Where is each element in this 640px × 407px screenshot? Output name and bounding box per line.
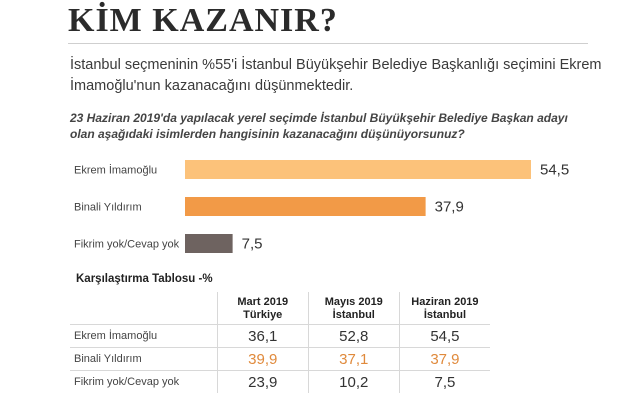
- table-header-row: Mart 2019 Türkiye Mayıs 2019 İstanbul Ha…: [70, 292, 490, 325]
- survey-question: 23 Haziran 2019'da yapılacak yerel seçim…: [70, 111, 568, 141]
- bar: [185, 160, 531, 179]
- column-header-line2: İstanbul: [332, 309, 375, 321]
- comparison-table-title: Karşılaştırma Tablosu -%: [76, 273, 213, 285]
- comparison-table: Mart 2019 Türkiye Mayıs 2019 İstanbul Ha…: [70, 292, 490, 393]
- table-cell: 37,9: [398, 347, 490, 371]
- column-header-line1: Mayıs 2019: [324, 296, 383, 308]
- row-label: Binali Yıldırım: [70, 347, 218, 371]
- title-divider: [68, 43, 588, 44]
- table-cell: 37,1: [307, 347, 400, 371]
- bar-category-label: Ekrem İmamoğlu: [74, 164, 157, 177]
- row-label: Ekrem İmamoğlu: [70, 324, 218, 348]
- bar-category-label: Fikrim yok/Cevap yok: [74, 239, 180, 251]
- lead-paragraph: İstanbul seçmeninin %55'i İstanbul Büyük…: [70, 57, 602, 94]
- bar: [185, 234, 233, 253]
- bar-value-label: 54,5: [540, 162, 569, 179]
- table-cell: 10,2: [307, 370, 400, 393]
- page-title: KİM KAZANIR?: [68, 2, 338, 39]
- column-header-line1: Mart 2019: [237, 296, 289, 308]
- column-header: Mart 2019 Türkiye: [216, 292, 309, 325]
- column-header-line2: Türkiye: [243, 309, 283, 321]
- table-cell: 36,1: [216, 324, 309, 348]
- table-cell: 52,8: [307, 324, 400, 348]
- table-row: Binali Yıldırım 39,9 37,1 37,9: [70, 347, 490, 371]
- table-cell: 39,9: [216, 347, 309, 371]
- column-header-line2: İstanbul: [423, 309, 466, 321]
- table-cell: 7,5: [398, 370, 490, 393]
- table-cell: 54,5: [398, 324, 490, 348]
- column-header: Haziran 2019 İstanbul: [398, 292, 490, 325]
- bar-value-label: 7,5: [242, 236, 263, 253]
- row-label: Fikrim yok/Cevap yok: [70, 370, 218, 393]
- table-cell: 23,9: [216, 370, 309, 393]
- table-row: Ekrem İmamoğlu 36,1 52,8 54,5: [70, 324, 490, 348]
- bar-category-label: Binali Yıldırım: [74, 202, 142, 214]
- table-row: Fikrim yok/Cevap yok 23,9 10,2 7,5: [70, 370, 490, 393]
- table-corner: [70, 292, 217, 325]
- bar-chart: Ekrem İmamoğlu 54,5 Binali Yıldırım 37,9 Fik…: [74, 160, 569, 253]
- column-header-line1: Haziran 2019: [411, 296, 479, 308]
- column-header: Mayıs 2019 İstanbul: [307, 292, 400, 325]
- bar: [185, 197, 426, 216]
- bar-value-label: 37,9: [435, 199, 464, 216]
